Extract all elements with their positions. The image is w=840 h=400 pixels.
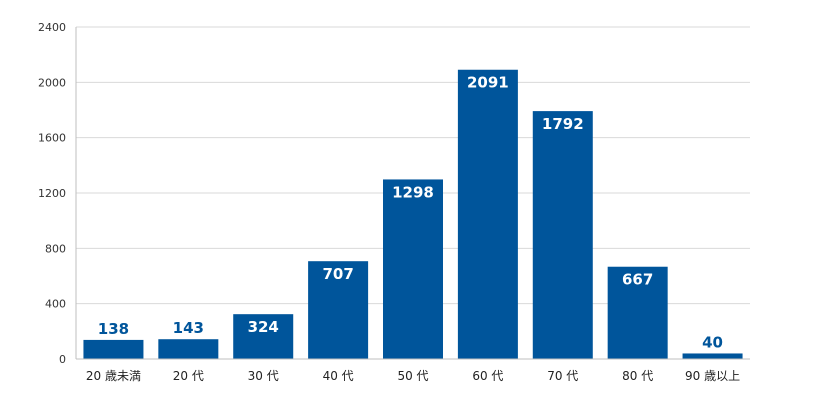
- data-label: 1298: [392, 183, 434, 201]
- x-axis-ticks: 20 歳未満 20 代 30 代 40 代 50 代 60 代 70 代 80 代 90 歳以上: [86, 369, 740, 383]
- bar: [308, 261, 369, 359]
- data-label: 40: [702, 333, 723, 351]
- x-tick-label: 20 代: [173, 369, 204, 383]
- bar: [383, 179, 443, 359]
- x-tick-label: 30 代: [248, 369, 279, 383]
- bar: [457, 69, 518, 360]
- data-label: 138: [98, 320, 129, 338]
- x-tick-label: 50 代: [397, 369, 428, 383]
- x-tick-label: 70 代: [547, 369, 578, 383]
- y-tick-label: 0: [59, 353, 66, 366]
- y-axis-ticks: 0 400 800 1200 1600 2000 2400: [38, 21, 66, 366]
- y-tick-label: 2000: [38, 76, 66, 89]
- data-label: 1792: [542, 115, 584, 133]
- data-labels: 138 143 324 707 1298 2091 1792 667 40: [98, 74, 723, 352]
- x-tick-label: 90 歳以上: [685, 369, 740, 383]
- bars: [83, 69, 743, 360]
- x-tick-label: 60 代: [472, 369, 503, 383]
- bar: [233, 314, 294, 359]
- bar: [607, 266, 668, 359]
- y-tick-label: 800: [45, 242, 66, 255]
- bar: [532, 111, 593, 360]
- data-label: 143: [173, 319, 204, 337]
- bar: [158, 339, 219, 359]
- x-tick-label: 20 歳未満: [86, 369, 141, 383]
- data-label: 707: [322, 265, 353, 283]
- bar: [682, 353, 743, 359]
- data-label: 2091: [467, 74, 509, 92]
- data-label: 324: [248, 318, 279, 336]
- y-tick-label: 400: [45, 298, 66, 311]
- bar: [83, 339, 144, 359]
- y-tick-label: 2400: [38, 21, 66, 34]
- y-tick-label: 1200: [38, 187, 66, 200]
- x-tick-label: 80 代: [622, 369, 653, 383]
- x-tick-label: 40 代: [323, 369, 354, 383]
- data-label: 667: [622, 271, 653, 289]
- y-tick-label: 1600: [38, 132, 66, 145]
